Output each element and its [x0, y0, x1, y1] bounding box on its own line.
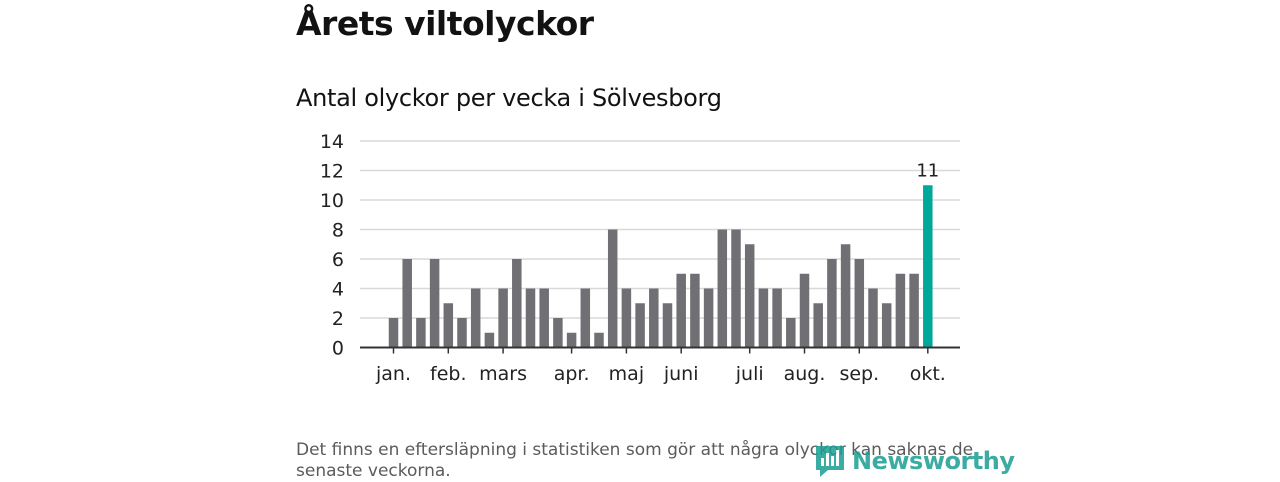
bar: [457, 318, 467, 348]
bar: [717, 229, 728, 348]
x-tick-label: feb.: [430, 363, 466, 385]
bar: [635, 303, 645, 348]
bar: [443, 303, 454, 348]
bar: [594, 332, 604, 348]
bar: [731, 229, 741, 348]
bar: [854, 259, 865, 348]
bar: [416, 318, 426, 348]
page-title: Årets viltolyckor: [296, 4, 594, 43]
x-tick-label: juni: [663, 363, 699, 385]
bar: [827, 259, 837, 348]
x-tick-label: apr.: [554, 363, 590, 385]
bar: [895, 273, 906, 348]
bar: [539, 288, 549, 348]
bar: [868, 288, 878, 348]
bar: [703, 288, 714, 348]
footnote: Det finns en eftersläpning i statistiken…: [296, 440, 974, 481]
bar: [525, 288, 536, 348]
bar: [813, 303, 823, 348]
x-tick-label: jan.: [375, 363, 411, 385]
bar: [772, 288, 782, 348]
bar: [840, 244, 851, 348]
x-tick-label: maj: [609, 363, 644, 385]
y-tick-label: 12: [320, 161, 344, 183]
bar: [470, 288, 481, 348]
bar: [402, 259, 412, 348]
bar: [484, 332, 495, 348]
bar: [388, 318, 399, 348]
bar: [498, 288, 508, 348]
bar: [512, 259, 522, 348]
newsworthy-logo-icon: [816, 446, 844, 477]
bar: [621, 288, 632, 348]
x-tick-label: sep.: [839, 363, 879, 385]
bar-value-label: 11: [916, 160, 939, 181]
x-tick-label: juli: [735, 363, 764, 385]
bar: [580, 288, 591, 348]
y-tick-label: 0: [332, 338, 344, 360]
y-tick-label: 6: [332, 249, 344, 271]
y-tick-label: 10: [320, 190, 344, 212]
y-tick-label: 8: [332, 220, 344, 242]
bar: [553, 318, 563, 348]
bars: 11: [388, 160, 939, 348]
bar: [909, 273, 919, 348]
bar: [744, 244, 755, 348]
bar: [799, 273, 810, 348]
y-tick-label: 2: [332, 308, 344, 330]
y-tick-label: 14: [320, 131, 344, 153]
bar: [690, 273, 700, 348]
x-tick-label: mars: [479, 363, 527, 385]
x-tick-label: aug.: [784, 363, 826, 385]
bar: [758, 288, 769, 348]
bar: [429, 259, 440, 348]
bar: [786, 318, 796, 348]
bar: [676, 273, 686, 348]
x-axis-ticks: jan. feb. mars apr. maj juni juli aug. sep. okt.: [360, 346, 960, 385]
brand-name: Newsworthy: [852, 447, 1015, 475]
y-tick-label: 4: [332, 279, 344, 301]
bar: [662, 303, 673, 348]
bar: [607, 229, 618, 348]
chart-subtitle: Antal olyckor per vecka i Sölvesborg: [296, 84, 722, 112]
brand-logo: Newsworthy: [814, 444, 1015, 478]
bar-highlight: [923, 185, 933, 348]
bar: [649, 288, 659, 348]
x-tick-label: okt.: [910, 363, 946, 385]
bar: [881, 303, 892, 348]
bar: [566, 332, 577, 348]
y-axis-ticks: 0 2 4 6 8 10 12 14: [320, 131, 344, 360]
